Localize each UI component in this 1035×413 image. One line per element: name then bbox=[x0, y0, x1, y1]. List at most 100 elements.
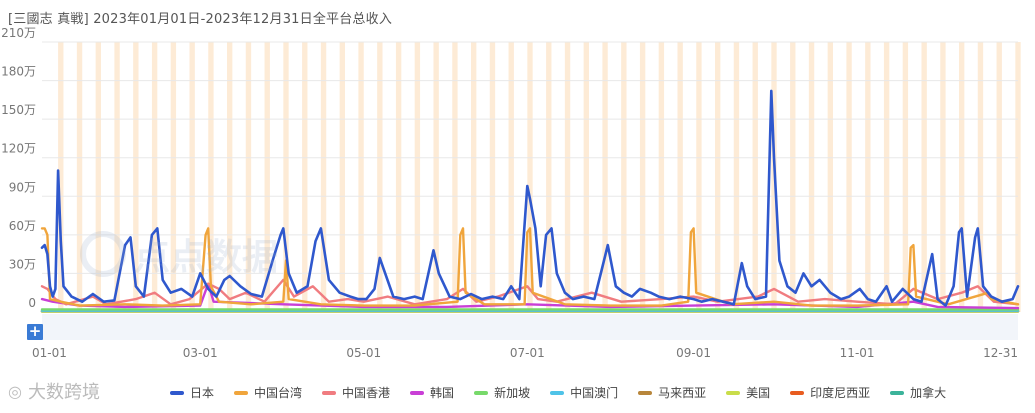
y-tick-label: 90万 bbox=[9, 180, 36, 194]
weekend-stripe bbox=[977, 42, 984, 312]
weekend-stripe bbox=[76, 42, 83, 312]
weekend-stripe bbox=[414, 42, 421, 312]
weekend-stripe bbox=[583, 42, 589, 312]
legend-item[interactable]: 中国香港 bbox=[322, 384, 390, 401]
legend: 日本 中国台湾 中国香港 韩国 新加坡 中国澳门 马来西亚 美国 印度尼西亚 加拿大 bbox=[170, 384, 946, 401]
legend-item[interactable]: 日本 bbox=[170, 384, 214, 401]
legend-label: 新加坡 bbox=[494, 386, 531, 400]
legend-item[interactable]: 马来西亚 bbox=[638, 384, 706, 401]
x-tick-label: 12-31 bbox=[983, 346, 1018, 360]
weekend-stripe bbox=[996, 42, 1002, 312]
weekend-stripe bbox=[621, 42, 627, 312]
weekend-stripe bbox=[227, 42, 233, 312]
weekend-stripe bbox=[677, 42, 683, 312]
legend-label: 中国台湾 bbox=[254, 386, 303, 400]
weekend-stripe bbox=[940, 42, 946, 312]
weekend-stripe bbox=[921, 42, 927, 312]
brand-watermark: ◎ 大数跨境 bbox=[8, 381, 100, 404]
weekend-stripe bbox=[189, 42, 195, 312]
x-tick-label: 07-01 bbox=[510, 346, 545, 360]
weekend-stripe bbox=[170, 42, 177, 312]
x-tick-label: 05-01 bbox=[346, 346, 381, 360]
y-tick-label: 30万 bbox=[9, 257, 36, 271]
weekend-stripe bbox=[602, 42, 608, 312]
weekend-stripe bbox=[302, 42, 308, 312]
y-tick-label: 180万 bbox=[1, 65, 36, 79]
watermark-logo-icon bbox=[80, 231, 126, 277]
x-tick-label: 11-01 bbox=[840, 346, 875, 360]
weekend-stripe bbox=[715, 42, 721, 312]
legend-swatch bbox=[410, 390, 425, 395]
weekend-stripes bbox=[58, 42, 1021, 312]
x-tick-label: 03-01 bbox=[183, 346, 218, 360]
legend-item[interactable]: 印度尼西亚 bbox=[790, 384, 870, 401]
brand-logo-icon: ◎ bbox=[8, 381, 22, 401]
legend-item[interactable]: 中国澳门 bbox=[550, 384, 618, 401]
legend-item[interactable]: 中国台湾 bbox=[234, 384, 302, 401]
legend-item[interactable]: 加拿大 bbox=[890, 384, 946, 401]
zoom-in-button[interactable]: + bbox=[27, 322, 43, 340]
legend-swatch bbox=[726, 390, 741, 395]
weekend-stripe bbox=[696, 42, 702, 312]
legend-swatch bbox=[550, 390, 565, 395]
legend-swatch bbox=[234, 390, 249, 395]
series-line bbox=[40, 278, 1020, 306]
weekend-stripe bbox=[95, 42, 101, 312]
weekend-stripe bbox=[114, 42, 120, 312]
weekend-stripe bbox=[283, 42, 289, 312]
chart-title: [三國志 真戦] 2023年01月01日-2023年12月31日全平台总收入 bbox=[8, 12, 393, 27]
weekend-stripe bbox=[489, 42, 496, 312]
legend-swatch bbox=[170, 390, 184, 395]
legend-label: 马来西亚 bbox=[658, 386, 707, 400]
weekend-stripe bbox=[58, 42, 64, 312]
center-watermark: 点点数据 bbox=[80, 228, 278, 280]
legend-label: 中国澳门 bbox=[570, 386, 619, 400]
weekend-stripe bbox=[208, 42, 214, 312]
weekend-stripe bbox=[959, 42, 965, 312]
weekend-stripe bbox=[433, 42, 439, 312]
weekend-stripe bbox=[358, 42, 364, 312]
y-tick-label: 150万 bbox=[1, 103, 36, 117]
legend-label: 印度尼西亚 bbox=[810, 386, 871, 400]
y-tick-label: 0 bbox=[28, 296, 36, 310]
weekend-stripe bbox=[151, 42, 158, 312]
x-tick-label: 01-01 bbox=[32, 346, 67, 360]
weekend-stripe bbox=[339, 42, 345, 312]
legend-item[interactable]: 新加坡 bbox=[474, 384, 530, 401]
zoom-slider-track[interactable] bbox=[42, 314, 1018, 340]
legend-label: 日本 bbox=[190, 386, 215, 400]
weekend-stripe bbox=[452, 42, 458, 312]
legend-label: 美国 bbox=[746, 386, 771, 400]
weekend-stripe bbox=[245, 42, 252, 312]
weekend-stripe bbox=[320, 42, 327, 312]
weekend-stripe bbox=[508, 42, 514, 312]
legend-swatch bbox=[474, 390, 489, 395]
weekend-stripe bbox=[883, 42, 890, 312]
legend-swatch bbox=[890, 390, 905, 395]
legend-item[interactable]: 美国 bbox=[726, 384, 770, 401]
legend-swatch bbox=[638, 390, 653, 395]
legend-item[interactable]: 韩国 bbox=[410, 384, 454, 401]
weekend-stripe bbox=[865, 42, 871, 312]
weekend-stripe bbox=[790, 42, 796, 312]
weekend-stripe bbox=[1015, 42, 1021, 312]
x-tick-label: 09-01 bbox=[676, 346, 711, 360]
weekend-stripe bbox=[846, 42, 852, 312]
legend-label: 中国香港 bbox=[342, 386, 391, 400]
series-line bbox=[40, 89, 1020, 307]
y-axis: 0 30万 60万 90万 120万 150万 180万 210万 bbox=[1, 26, 36, 310]
weekend-stripe bbox=[658, 42, 665, 312]
x-axis: 01-01 03-01 05-01 07-01 09-01 11-01 12-31 bbox=[32, 314, 1018, 360]
weekend-stripe bbox=[527, 42, 533, 312]
weekend-stripe bbox=[546, 42, 552, 312]
weekend-stripe bbox=[564, 42, 571, 312]
legend-swatch bbox=[790, 390, 805, 395]
y-tick-label: 60万 bbox=[9, 219, 36, 233]
weekend-stripe bbox=[639, 42, 646, 312]
weekend-stripe bbox=[133, 42, 139, 312]
legend-swatch bbox=[322, 390, 337, 395]
weekend-stripe bbox=[827, 42, 833, 312]
legend-label: 加拿大 bbox=[910, 386, 947, 400]
weekend-stripe bbox=[902, 42, 909, 312]
